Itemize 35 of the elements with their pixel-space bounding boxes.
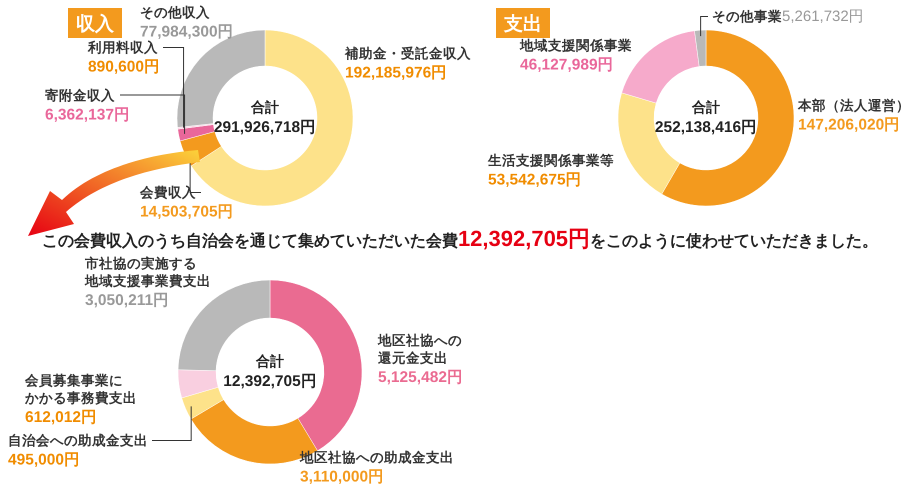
slice-label: 会員募集事業にかかる事務費支出 <box>24 373 137 406</box>
slice-label: 本部（法人運営） <box>797 97 910 113</box>
data-label: 495,000円 <box>8 452 80 468</box>
text: 291,926,718円 <box>214 119 316 136</box>
data-label: 5,261,732円 <box>782 8 864 25</box>
slice-label: 生活支援関係事業等 <box>487 153 614 168</box>
data-label: 192,185,976円 <box>345 64 448 82</box>
chart-title: この会費収入のうち自治会を通じて集めていただいた会費12,392,705円をこのように使わせていただきました。 <box>42 226 878 251</box>
text: 252,138,416円 <box>654 119 758 136</box>
data-label: 14,503,705円 <box>140 204 234 220</box>
data-label: 6,362,137円 <box>45 106 130 124</box>
text: 合計 <box>250 99 279 115</box>
text: 12,392,705円 <box>223 373 317 390</box>
data-label: 612,012円 <box>25 409 98 426</box>
chart-title: 支出 <box>503 13 542 35</box>
text: 合計 <box>691 99 720 115</box>
data-label: 3,110,000円 <box>300 468 384 486</box>
data-label: 46,127,989円 <box>520 56 614 74</box>
slice-label: その他事業 <box>712 9 782 24</box>
data-label: 147,206,020円 <box>798 116 900 134</box>
data-label: 53,542,675円 <box>488 172 582 188</box>
slice-label: 利用料収入 <box>87 40 159 55</box>
text: 合計 <box>255 353 284 369</box>
data-label: 77,984,300円 <box>140 24 234 40</box>
slice-label: 地区社協への還元金支出 <box>377 333 462 366</box>
slice-label: その他収入 <box>140 5 211 20</box>
slice-label: 市社協の実施する地域支援事業費支出 <box>84 255 211 289</box>
data-label: 5,125,482円 <box>378 369 463 386</box>
slice-label: 補助金・受託金収入 <box>344 45 472 61</box>
slice-label: 地域支援関係事業 <box>519 38 632 53</box>
slice-label: 寄附金収入 <box>45 87 116 103</box>
slice-label: 自治会への助成金支出 <box>8 433 148 448</box>
chart-title: 収入 <box>76 13 115 35</box>
data-label: 3,050,211円 <box>85 292 170 309</box>
data-label: 890,600円 <box>88 58 160 76</box>
